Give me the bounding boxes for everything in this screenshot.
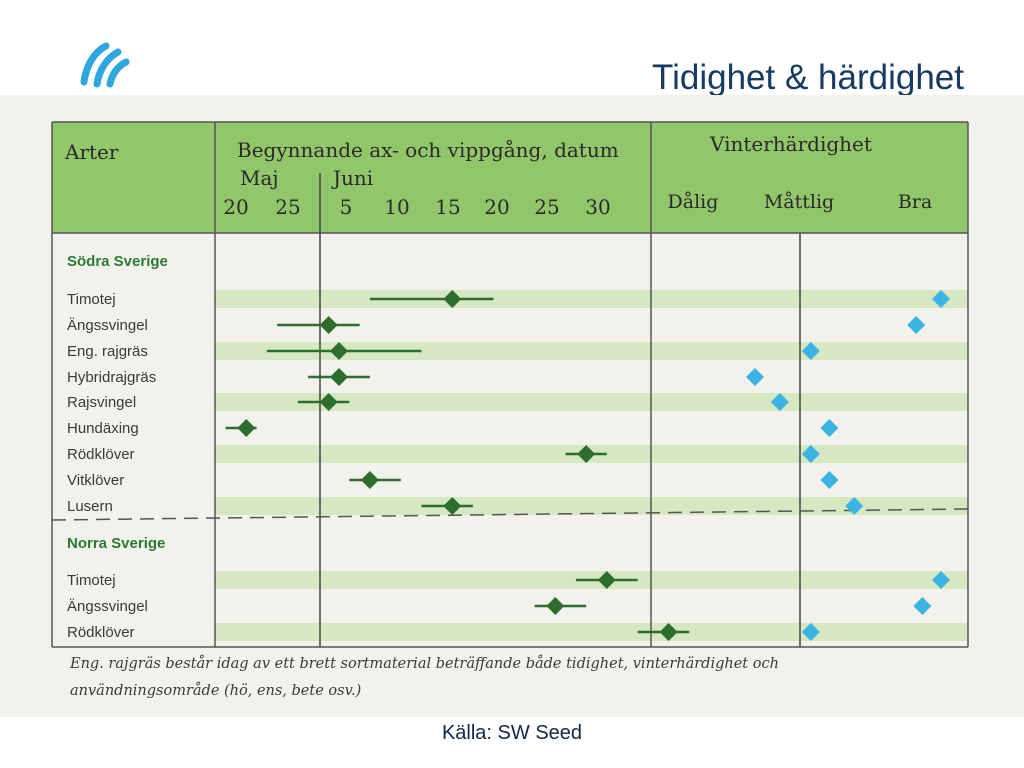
flowering-marker bbox=[330, 368, 348, 386]
flowering-marker bbox=[319, 316, 338, 334]
species-label: Ängssvingel bbox=[67, 317, 148, 334]
species-label: Ängssvingel bbox=[67, 598, 148, 615]
row-stripe bbox=[215, 290, 968, 308]
flowering-marker bbox=[237, 419, 256, 437]
date-tick-label: 30 bbox=[585, 195, 610, 219]
hardiness-marker bbox=[801, 623, 820, 641]
slide-title: Tidighet & härdighet bbox=[652, 58, 964, 97]
hardiness-marker bbox=[770, 393, 789, 411]
date-tick-label: 20 bbox=[223, 195, 248, 219]
flowering-marker bbox=[597, 571, 616, 589]
species-label: Lusern bbox=[67, 498, 113, 515]
chart-figure: Arter Begynnande ax- och vippgång, datum V… bbox=[0, 95, 1024, 717]
hardiness-level-label: Bra bbox=[898, 191, 932, 213]
flowering-marker bbox=[577, 445, 596, 463]
flowering-marker bbox=[319, 393, 338, 411]
species-label: Rajsvingel bbox=[67, 394, 136, 411]
species-label: Rödklöver bbox=[67, 446, 135, 463]
hardiness-marker bbox=[932, 290, 950, 308]
species-column-header: Arter bbox=[64, 140, 119, 164]
date-tick-label: 15 bbox=[435, 195, 460, 219]
species-label: Timotej bbox=[67, 572, 116, 589]
hardiness-column-header: Vinterhärdighet bbox=[709, 132, 872, 156]
hardiness-marker bbox=[907, 316, 926, 334]
hardiness-marker bbox=[801, 445, 820, 463]
species-label: Rödklöver bbox=[67, 624, 135, 641]
footnote-line: Eng. rajgräs består idag av ett brett so… bbox=[69, 655, 779, 672]
row-stripe bbox=[215, 342, 968, 360]
species-label: Hundäxing bbox=[67, 420, 139, 437]
hardiness-marker bbox=[845, 497, 864, 515]
species-label: Eng. rajgräs bbox=[67, 343, 148, 360]
species-label: Timotej bbox=[67, 291, 116, 308]
flowering-marker bbox=[360, 471, 379, 489]
header-band bbox=[52, 122, 968, 233]
species-label: Hybridrajgräs bbox=[67, 369, 156, 386]
species-label: Vitklöver bbox=[67, 472, 124, 489]
month-label: Juni bbox=[331, 166, 373, 190]
date-tick-label: 20 bbox=[484, 195, 509, 219]
date-tick-label: 5 bbox=[340, 195, 353, 219]
hardiness-marker bbox=[820, 419, 839, 437]
hardiness-marker bbox=[913, 597, 932, 615]
row-stripe bbox=[215, 623, 968, 641]
month-label: Maj bbox=[240, 166, 279, 190]
date-tick-label: 25 bbox=[534, 195, 559, 219]
flowering-marker bbox=[659, 623, 678, 641]
footnote-line: användningsområde (hö, ens, bete osv.) bbox=[70, 682, 361, 699]
hardiness-marker bbox=[746, 368, 764, 386]
brand-logo-icon bbox=[80, 42, 130, 88]
group-label: Norra Sverige bbox=[67, 535, 165, 552]
date-tick-label: 10 bbox=[384, 195, 409, 219]
source-caption: Källa: SW Seed bbox=[441, 722, 583, 744]
group-label: Södra Sverige bbox=[67, 253, 168, 270]
flowering-hardiness-chart: Arter Begynnande ax- och vippgång, datum V… bbox=[51, 121, 969, 699]
hardiness-level-label: Måttlig bbox=[764, 191, 834, 213]
flowering-column-header: Begynnande ax- och vippgång, datum bbox=[237, 138, 619, 162]
hardiness-marker bbox=[820, 471, 839, 489]
row-stripe bbox=[215, 497, 968, 515]
hardiness-level-label: Dålig bbox=[668, 191, 719, 213]
flowering-marker bbox=[443, 497, 462, 515]
flowering-marker bbox=[443, 290, 462, 308]
date-tick-label: 25 bbox=[275, 195, 300, 219]
flowering-marker bbox=[546, 597, 565, 615]
hardiness-marker bbox=[801, 342, 820, 360]
hardiness-marker bbox=[932, 571, 950, 589]
flowering-marker bbox=[330, 342, 348, 360]
